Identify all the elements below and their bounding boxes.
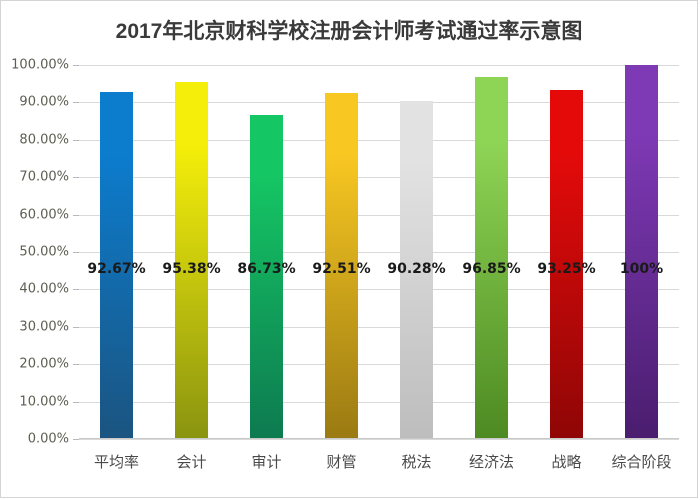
bar-value-label: 90.28% [387,261,446,278]
chart-title: 2017年北京财科学校注册会计师考试通过率示意图 [115,20,583,43]
bar-value-label: 92.51% [312,261,371,278]
x-axis-line [79,438,679,439]
x-axis-category-label: 战略 [551,454,582,471]
y-tick-mark [73,102,79,104]
y-axis-tick-label: 70.00% [19,169,69,185]
bar[interactable] [550,90,583,439]
y-tick-mark [73,289,79,291]
y-axis-tick-label: 90.00% [19,94,69,110]
bar[interactable] [100,92,133,439]
bar-value-label: 86.73% [237,261,296,278]
bar-group: 96.85% 经济法 [454,65,529,471]
gridline [73,439,679,440]
y-tick-mark [73,252,79,253]
bar[interactable] [325,93,358,439]
y-tick-mark [73,177,79,179]
bar-value-label: 96.85% [462,261,521,278]
gridline [73,139,679,141]
y-axis-tick-label: 10.00% [19,394,69,410]
bar-value-label: 93.25% [537,261,596,278]
gridline [73,214,679,216]
gridline [73,401,679,403]
gridline [73,326,679,328]
y-tick-mark [73,364,79,366]
bar-value-label: 95.38% [162,261,221,278]
bar[interactable] [475,76,508,439]
gridline [73,177,679,179]
x-axis-category-label: 审计 [251,454,282,471]
x-axis-category-label: 综合阶段 [611,454,672,471]
y-tick-mark [73,439,79,440]
y-axis-tick-label: 0.00% [27,431,69,447]
y-tick-mark [73,65,79,66]
y-axis-tick-label: 20.00% [19,356,69,372]
x-axis-category-label: 会计 [176,454,207,471]
y-tick-mark [73,401,79,403]
bar[interactable] [400,101,433,439]
y-axis-tick-label: 100.00% [11,57,69,73]
gridline [73,364,679,366]
gridline [73,65,679,66]
x-axis-category-label: 税法 [401,454,432,471]
bar-group: 93.25% 战略 [529,65,604,471]
bar-group: 90.28% 税法 [379,65,454,471]
plot-area: 0.00% 10.00% 20.00% 30.00% 40.00% 50.00% 60.00… [11,58,679,471]
bar-group: 86.73% 审计 [229,65,304,471]
bar-group: 100% 综合阶段 [604,65,679,471]
bar-group: 95.38% 会计 [154,65,229,471]
bar[interactable] [250,114,283,439]
gridline [73,289,679,291]
y-axis-tick-label: 80.00% [19,132,69,148]
gridline [73,102,679,104]
y-tick-mark [73,214,79,216]
y-axis-tick-label: 40.00% [19,281,69,297]
x-axis-category-label: 财管 [326,454,357,471]
y-axis-tick-label: 30.00% [19,319,69,335]
bar-value-label: 100% [619,261,664,278]
bar-group: 92.67% 平均率 [79,65,154,471]
y-tick-mark [73,326,79,328]
x-axis-category-label: 经济法 [468,454,515,471]
bar-group: 92.51% 财管 [304,65,379,471]
y-tick-mark [73,139,79,141]
bar[interactable] [175,82,208,439]
y-axis-tick-label: 50.00% [19,244,69,260]
x-axis-category-label: 平均率 [93,454,140,471]
y-axis-tick-label: 60.00% [19,207,69,223]
gridline [73,252,679,253]
bar[interactable] [625,65,658,439]
bar-series: 92.67% 平均率 95.38% 会计 86.73% 审计 92.51% 财管 90.28% 税… [79,65,679,471]
bar-value-label: 92.67% [87,261,146,278]
